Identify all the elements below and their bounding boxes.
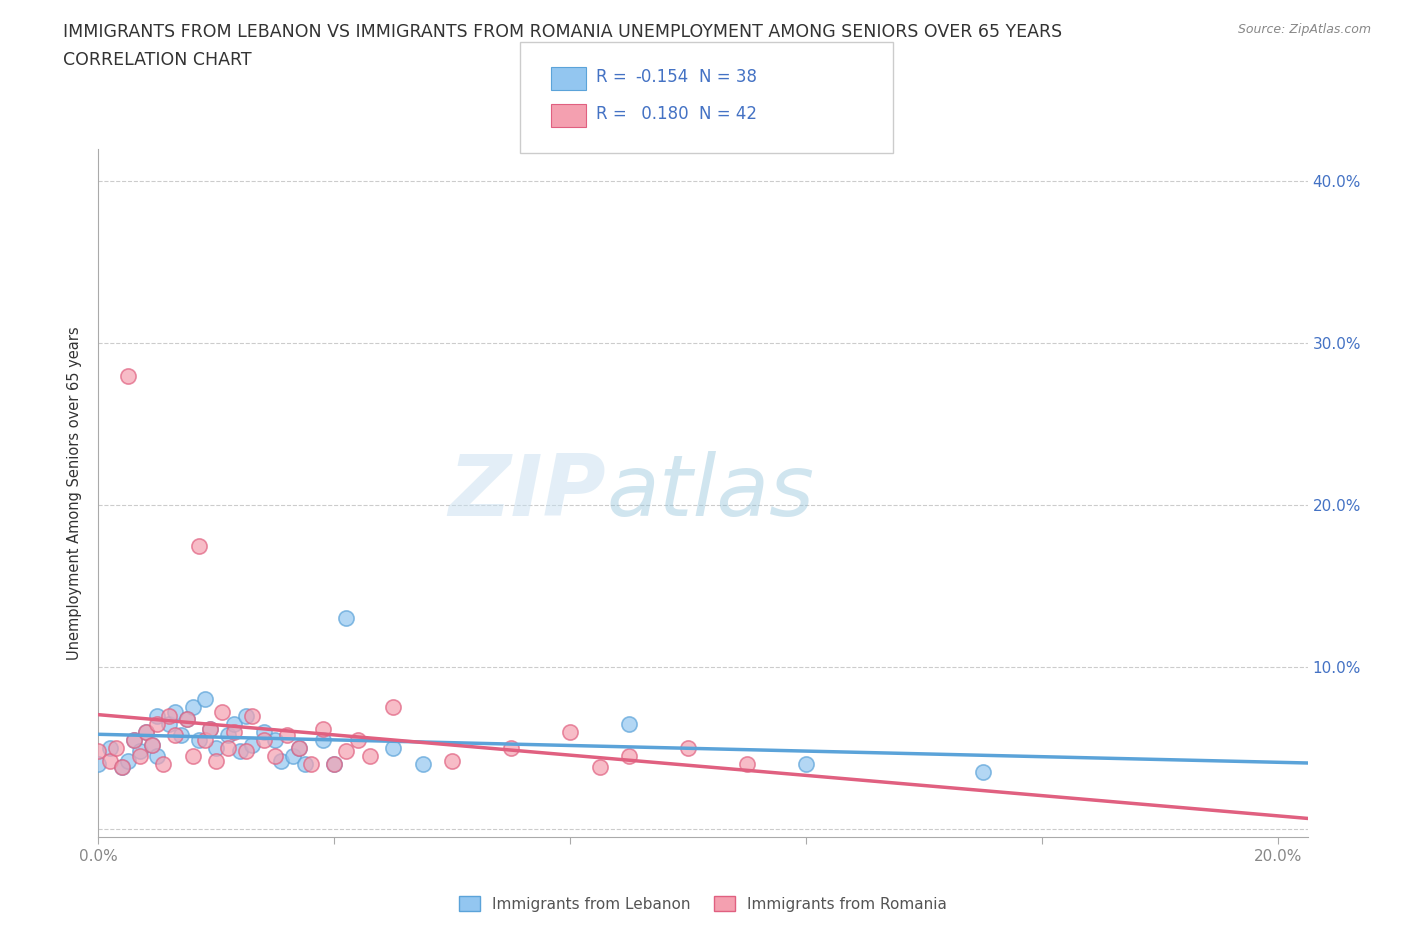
Point [335,611,357,626]
Point [501,740,523,755]
Point [412,757,434,772]
Point [619,716,641,731]
Point [222,724,245,739]
Point [200,721,222,736]
Legend: Immigrants from Lebanon, Immigrants from Romania: Immigrants from Lebanon, Immigrants from… [453,889,953,918]
Point [252,733,274,748]
Point [264,749,287,764]
Point [205,740,228,755]
Point [560,724,582,739]
Point [311,733,333,748]
Point [128,744,150,759]
Point [281,749,304,764]
Point [187,733,209,748]
Point [146,749,169,764]
Point [299,757,322,772]
Point [235,744,257,759]
Point [288,740,311,755]
Point [311,721,333,736]
Point [176,711,198,726]
Point [294,757,316,772]
Text: -0.154: -0.154 [636,68,689,86]
Point [619,749,641,764]
Point [240,737,263,752]
Point [135,724,157,739]
Point [141,737,163,752]
Point [165,705,187,720]
Point [335,744,357,759]
Point [678,740,700,755]
Text: R =: R = [596,68,633,86]
Point [229,744,252,759]
Point [157,716,180,731]
Point [141,737,163,752]
Y-axis label: Unemployment Among Seniors over 65 years: Unemployment Among Seniors over 65 years [67,326,83,659]
Text: ZIP: ZIP [449,451,606,535]
Point [211,705,233,720]
Point [87,744,110,759]
Text: N = 38: N = 38 [699,68,756,86]
Point [87,757,110,772]
Point [111,760,134,775]
Point [187,538,209,553]
Point [135,724,157,739]
Point [111,760,134,775]
Point [146,708,169,723]
Point [270,753,292,768]
Point [105,740,128,755]
Point [264,733,287,748]
Point [217,740,239,755]
Point [117,368,139,383]
Text: 0.180: 0.180 [636,105,688,124]
Point [181,700,204,715]
Point [382,700,405,715]
Point [222,716,245,731]
Point [323,757,346,772]
Point [347,733,370,748]
Point [441,753,464,768]
Point [589,760,612,775]
Point [122,733,145,748]
Point [194,733,217,748]
Point [323,757,346,772]
Point [276,727,298,742]
Point [194,692,217,707]
Text: N = 42: N = 42 [699,105,756,124]
Point [382,740,405,755]
Point [170,727,193,742]
Text: atlas: atlas [606,451,814,535]
Point [98,740,121,755]
Point [252,724,274,739]
Point [165,727,187,742]
Point [176,711,198,726]
Point [181,749,204,764]
Text: CORRELATION CHART: CORRELATION CHART [63,51,252,69]
Point [157,708,180,723]
Point [152,757,174,772]
Point [117,753,139,768]
Point [359,749,381,764]
Text: Source: ZipAtlas.com: Source: ZipAtlas.com [1237,23,1371,36]
Point [972,764,994,779]
Point [217,727,239,742]
Point [146,716,169,731]
Point [794,757,817,772]
Point [122,733,145,748]
Text: R =: R = [596,105,633,124]
Point [200,721,222,736]
Point [240,708,263,723]
Point [205,753,228,768]
Point [98,753,121,768]
Point [735,757,758,772]
Point [288,740,311,755]
Point [235,708,257,723]
Point [128,749,150,764]
Text: IMMIGRANTS FROM LEBANON VS IMMIGRANTS FROM ROMANIA UNEMPLOYMENT AMONG SENIORS OV: IMMIGRANTS FROM LEBANON VS IMMIGRANTS FR… [63,23,1063,41]
